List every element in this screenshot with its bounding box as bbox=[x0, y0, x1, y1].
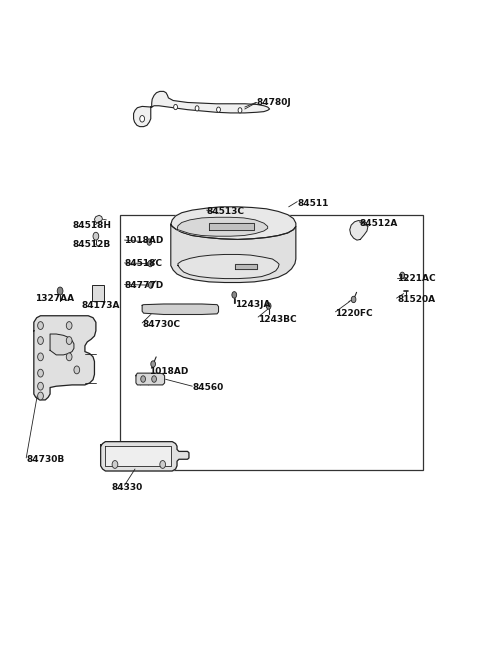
Circle shape bbox=[152, 376, 156, 383]
Circle shape bbox=[57, 287, 63, 295]
Circle shape bbox=[160, 460, 166, 468]
Polygon shape bbox=[171, 207, 296, 240]
Circle shape bbox=[93, 233, 99, 240]
Circle shape bbox=[37, 322, 43, 329]
Circle shape bbox=[174, 104, 178, 109]
Polygon shape bbox=[178, 254, 279, 278]
Text: 1327AA: 1327AA bbox=[35, 293, 74, 303]
Circle shape bbox=[74, 366, 80, 374]
Text: 1220FC: 1220FC bbox=[336, 309, 373, 318]
Circle shape bbox=[141, 376, 145, 383]
Circle shape bbox=[37, 392, 43, 400]
Polygon shape bbox=[34, 316, 96, 400]
Polygon shape bbox=[142, 304, 218, 314]
Polygon shape bbox=[350, 221, 368, 240]
Text: 84777D: 84777D bbox=[124, 280, 164, 290]
Polygon shape bbox=[106, 446, 171, 466]
Polygon shape bbox=[136, 373, 165, 385]
Circle shape bbox=[351, 296, 356, 303]
Polygon shape bbox=[152, 92, 270, 113]
Circle shape bbox=[140, 115, 144, 122]
Polygon shape bbox=[177, 217, 268, 236]
Circle shape bbox=[37, 383, 43, 390]
Text: 1018AD: 1018AD bbox=[124, 236, 164, 245]
Polygon shape bbox=[50, 334, 74, 355]
Circle shape bbox=[147, 239, 152, 245]
Text: 84560: 84560 bbox=[192, 383, 224, 392]
Text: 1018AD: 1018AD bbox=[149, 367, 189, 377]
Bar bbox=[120, 215, 423, 470]
Polygon shape bbox=[171, 225, 296, 282]
Polygon shape bbox=[101, 441, 189, 471]
Polygon shape bbox=[133, 106, 151, 126]
Text: 84511: 84511 bbox=[297, 199, 329, 208]
Circle shape bbox=[37, 337, 43, 345]
Text: 84513C: 84513C bbox=[206, 207, 245, 216]
Text: 84730B: 84730B bbox=[26, 455, 64, 464]
Circle shape bbox=[266, 303, 271, 309]
Circle shape bbox=[232, 291, 237, 298]
Bar bbox=[92, 285, 104, 301]
Text: 84780J: 84780J bbox=[257, 98, 291, 107]
Circle shape bbox=[37, 369, 43, 377]
Text: 84730C: 84730C bbox=[142, 320, 180, 329]
Circle shape bbox=[148, 282, 153, 288]
Polygon shape bbox=[95, 215, 103, 223]
Circle shape bbox=[66, 337, 72, 345]
Polygon shape bbox=[209, 223, 254, 230]
Text: 81520A: 81520A bbox=[397, 295, 436, 304]
Circle shape bbox=[400, 272, 405, 278]
Circle shape bbox=[37, 353, 43, 361]
Text: 84330: 84330 bbox=[111, 483, 143, 492]
Circle shape bbox=[66, 353, 72, 361]
Circle shape bbox=[151, 361, 156, 367]
Circle shape bbox=[195, 105, 199, 111]
Text: 84173A: 84173A bbox=[82, 301, 120, 310]
Text: 84518C: 84518C bbox=[124, 259, 163, 268]
Text: 1243BC: 1243BC bbox=[258, 314, 297, 324]
Text: 84512B: 84512B bbox=[72, 240, 110, 248]
Text: 84518H: 84518H bbox=[72, 221, 111, 230]
Polygon shape bbox=[235, 264, 257, 269]
Text: 84512A: 84512A bbox=[360, 219, 398, 228]
Circle shape bbox=[216, 107, 220, 112]
Circle shape bbox=[148, 261, 153, 267]
Circle shape bbox=[112, 460, 118, 468]
Text: 1243JA: 1243JA bbox=[235, 300, 271, 309]
Text: 1221AC: 1221AC bbox=[397, 274, 436, 283]
Circle shape bbox=[238, 107, 242, 113]
Circle shape bbox=[66, 322, 72, 329]
